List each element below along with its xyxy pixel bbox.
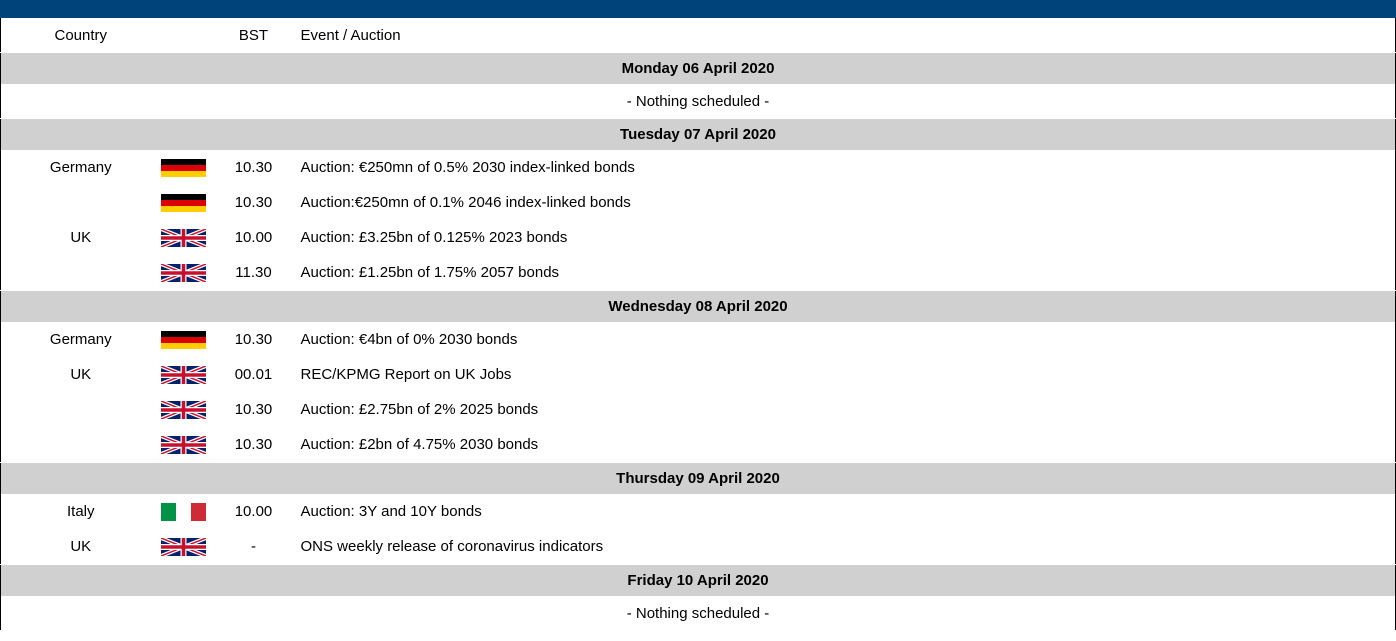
country: Germany xyxy=(49,159,112,176)
country: Germany xyxy=(49,331,112,348)
country: UK xyxy=(70,538,92,555)
time: 10.00 xyxy=(234,229,273,246)
header-row: Country BST Event / Auction xyxy=(1,18,1396,53)
time: 00.01 xyxy=(234,366,273,383)
header-cell: Country xyxy=(54,26,108,44)
flag xyxy=(161,194,206,212)
event: Auction: 3Y and 10Y bonds xyxy=(300,503,482,520)
time: 10.30 xyxy=(234,194,273,211)
day-note: - Nothing scheduled - xyxy=(626,604,770,622)
event: Auction: £2.75bn of 2% 2025 bonds xyxy=(300,401,539,418)
day-heading: Wednesday 08 April 2020 xyxy=(0,290,1396,322)
event: Auction: £2bn of 4.75% 2030 bonds xyxy=(300,436,539,453)
calendar-table: Country BST Event / Auction Monday 06 Ap… xyxy=(0,18,1396,630)
flag xyxy=(161,366,206,384)
time: - xyxy=(251,538,256,555)
country: UK xyxy=(70,366,92,383)
day-heading: Friday 10 April 2020 xyxy=(0,564,1396,596)
event: REC/KPMG Report on UK Jobs xyxy=(300,366,512,383)
time: 10.30 xyxy=(234,401,273,418)
flag xyxy=(161,436,206,454)
header-cell: Event / Auction xyxy=(300,26,401,44)
flag xyxy=(161,229,206,247)
event: Auction: €250mn of 0.5% 2030 index-linke… xyxy=(300,159,635,176)
event: Auction:€250mn of 0.1% 2046 index-linked… xyxy=(300,194,631,211)
flag xyxy=(161,159,206,177)
event: Auction: £3.25bn of 0.125% 2023 bonds xyxy=(300,229,568,246)
flag xyxy=(161,401,206,419)
flag xyxy=(161,538,206,556)
country: UK xyxy=(70,229,92,246)
time: 11.30 xyxy=(235,264,272,281)
time: 10.00 xyxy=(234,503,273,520)
event: Auction: £1.25bn of 1.75% 2057 bonds xyxy=(300,264,560,281)
top-bar xyxy=(0,0,1396,18)
flag xyxy=(161,331,206,349)
time: 10.30 xyxy=(234,436,273,453)
day-note: - Nothing scheduled - xyxy=(626,92,770,110)
day-heading: Thursday 09 April 2020 xyxy=(0,462,1396,494)
flag xyxy=(161,264,206,282)
flag xyxy=(161,503,206,521)
country: Italy xyxy=(66,503,95,520)
header-cell: BST xyxy=(238,26,269,44)
time: 10.30 xyxy=(234,159,273,176)
time: 10.30 xyxy=(234,331,273,348)
day-heading: Tuesday 07 April 2020 xyxy=(0,118,1396,150)
day-heading: Monday 06 April 2020 xyxy=(0,52,1396,84)
event: Auction: €4bn of 0% 2030 bonds xyxy=(300,331,518,348)
event: ONS weekly release of coronavirus indica… xyxy=(300,538,604,555)
